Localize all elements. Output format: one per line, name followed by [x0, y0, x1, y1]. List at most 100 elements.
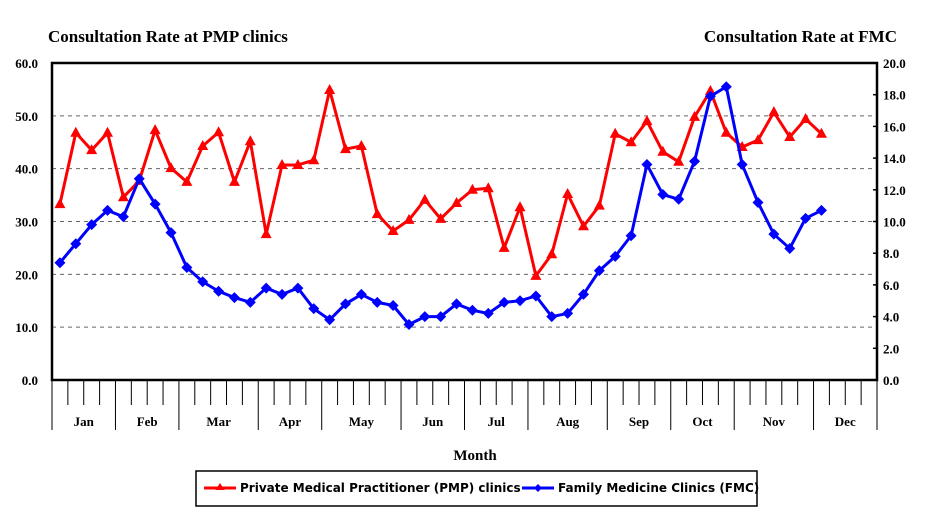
pmp-data-point — [562, 188, 574, 199]
month-label: Feb — [137, 414, 158, 429]
series-pmp — [54, 83, 827, 280]
left-tick-label: 40.0 — [15, 162, 38, 177]
fmc-data-point — [260, 282, 272, 294]
legend-item-fmc: Family Medicine Clinics (FMC) — [522, 481, 759, 495]
legend-fmc-diamond-icon — [534, 484, 542, 492]
pmp-data-point — [149, 124, 161, 135]
pmp-data-point — [800, 113, 812, 124]
pmp-data-point — [213, 126, 225, 137]
pmp-data-point — [371, 208, 383, 219]
pmp-data-point — [720, 126, 732, 137]
pmp-data-point — [340, 143, 352, 154]
legend-fmc-label: Family Medicine Clinics (FMC) — [558, 481, 759, 495]
pmp-data-point — [260, 228, 272, 239]
fmc-data-point — [562, 307, 574, 319]
fmc-data-point — [577, 288, 589, 300]
fmc-data-point — [482, 307, 494, 319]
fmc-data-point — [403, 319, 415, 331]
fmc-data-point — [498, 296, 510, 308]
pmp-data-point — [276, 158, 288, 169]
pmp-data-point — [181, 175, 193, 186]
right-tick-label: 6.0 — [883, 278, 899, 293]
right-tick-label: 12.0 — [883, 183, 906, 198]
fmc-data-point — [625, 230, 637, 242]
pmp-data-point — [482, 182, 494, 193]
right-axis-title: Consultation Rate at FMC — [704, 27, 897, 46]
month-label: Mar — [206, 414, 231, 429]
left-tick-label: 20.0 — [15, 267, 38, 282]
right-tick-label: 16.0 — [883, 119, 906, 134]
fmc-data-point — [70, 238, 82, 250]
left-tick-label: 30.0 — [15, 215, 38, 230]
pmp-data-point — [451, 197, 463, 208]
x-axis-label: Month — [453, 448, 497, 464]
fmc-data-point — [117, 211, 129, 223]
pmp-data-point — [577, 220, 589, 231]
fmc-data-point — [657, 189, 669, 201]
fmc-data-point — [593, 265, 605, 277]
fmc-data-point — [546, 311, 558, 323]
series-fmc — [54, 81, 827, 331]
fmc-data-point — [308, 303, 320, 315]
pmp-data-point — [704, 85, 716, 96]
pmp-data-point — [641, 115, 653, 126]
pmp-data-point — [244, 135, 256, 146]
month-label: Jul — [488, 414, 506, 429]
fmc-data-point — [451, 298, 463, 310]
month-label: Aug — [556, 414, 580, 429]
pmp-data-point — [292, 158, 304, 169]
fmc-data-point — [689, 155, 701, 167]
fmc-data-point — [815, 204, 827, 216]
fmc-data-point — [197, 276, 209, 288]
right-tick-label: 0.0 — [883, 373, 899, 388]
fmc-data-point — [324, 314, 336, 326]
legend-box — [195, 470, 758, 507]
pmp-data-point — [324, 83, 336, 94]
fmc-data-point — [752, 196, 764, 208]
right-tick-label: 8.0 — [883, 246, 899, 261]
fmc-data-point — [609, 250, 621, 262]
pmp-data-point — [355, 139, 367, 150]
month-label: Jan — [74, 414, 95, 429]
pmp-data-point — [768, 106, 780, 117]
fmc-data-point — [800, 212, 812, 224]
pmp-data-point — [117, 191, 129, 202]
pmp-data-point — [435, 212, 447, 223]
month-label: Oct — [692, 414, 713, 429]
pmp-data-point — [657, 145, 669, 156]
fmc-data-point — [165, 227, 177, 239]
fmc-data-point — [530, 290, 542, 302]
month-label: Jun — [422, 414, 444, 429]
fmc-data-point — [244, 296, 256, 308]
legend: Private Medical Practitioner (PMP) clini… — [195, 470, 759, 507]
month-label: Nov — [763, 414, 786, 429]
pmp-data-point — [70, 126, 82, 137]
gridlines — [52, 115, 877, 328]
pmp-data-point — [102, 126, 114, 137]
fmc-data-point — [673, 193, 685, 205]
pmp-data-point — [197, 139, 209, 150]
pmp-data-point — [514, 201, 526, 212]
legend-pmp-triangle-icon — [215, 483, 225, 490]
legend-pmp-label: Private Medical Practitioner (PMP) clini… — [240, 481, 521, 495]
legend-item-pmp: Private Medical Practitioner (PMP) clini… — [204, 481, 521, 495]
right-y-axis: 0.0 2.0 4.0 6.0 8.0 10.0 12.0 14.0 16.0 18.0 20.0 — [873, 56, 906, 388]
month-label: Apr — [279, 414, 302, 429]
pmp-data-point — [689, 110, 701, 121]
left-y-axis: 0.0 10.0 20.0 30.0 40.0 50.0 60.0 — [15, 56, 38, 388]
pmp-data-point — [546, 248, 558, 259]
fmc-data-point — [181, 261, 193, 273]
fmc-data-point — [784, 242, 796, 254]
fmc-data-point — [419, 311, 431, 323]
right-tick-label: 18.0 — [883, 88, 906, 103]
fmc-data-point — [340, 298, 352, 310]
fmc-data-point — [54, 257, 66, 269]
pmp-data-point — [387, 225, 399, 236]
pmp-data-point — [752, 134, 764, 145]
fmc-data-point — [213, 285, 225, 297]
fmc-data-point — [371, 296, 383, 308]
fmc-data-point — [387, 300, 399, 312]
pmp-data-point — [498, 241, 510, 252]
month-label: Dec — [835, 414, 856, 429]
